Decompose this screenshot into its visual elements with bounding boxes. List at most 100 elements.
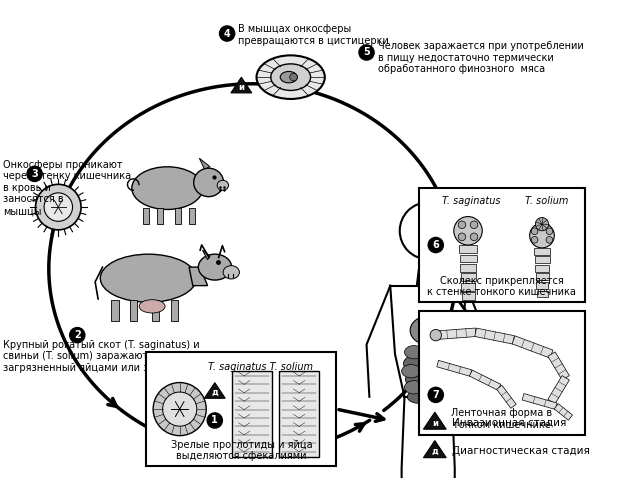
Polygon shape (202, 250, 210, 260)
Circle shape (530, 223, 554, 248)
Circle shape (207, 413, 222, 428)
Text: 7: 7 (432, 390, 439, 400)
Text: 2: 2 (74, 330, 80, 340)
FancyBboxPatch shape (143, 208, 149, 224)
Text: 4: 4 (224, 28, 230, 38)
Circle shape (27, 166, 42, 182)
FancyBboxPatch shape (170, 300, 178, 321)
Text: T. saginatus: T. saginatus (442, 196, 500, 206)
Text: Зрелые проглотиды и яйца
выделяются сфекалиями: Зрелые проглотиды и яйца выделяются сфек… (170, 439, 312, 461)
Ellipse shape (290, 73, 297, 81)
Ellipse shape (132, 167, 203, 210)
FancyBboxPatch shape (130, 300, 137, 321)
Ellipse shape (402, 364, 421, 378)
Text: 3: 3 (31, 169, 38, 179)
Polygon shape (437, 328, 476, 339)
Circle shape (430, 329, 441, 341)
Text: T. saginatus T. solium: T. saginatus T. solium (208, 362, 313, 372)
Ellipse shape (193, 168, 223, 197)
Circle shape (36, 184, 81, 230)
Circle shape (531, 237, 538, 243)
Ellipse shape (100, 254, 197, 302)
Polygon shape (497, 385, 516, 408)
Circle shape (531, 228, 538, 235)
Circle shape (470, 221, 478, 228)
Text: и: и (238, 83, 245, 92)
FancyBboxPatch shape (157, 208, 163, 224)
FancyBboxPatch shape (112, 300, 119, 321)
Ellipse shape (433, 364, 452, 378)
Text: 1: 1 (212, 415, 218, 426)
Polygon shape (424, 412, 446, 429)
Circle shape (44, 193, 72, 221)
FancyBboxPatch shape (461, 264, 475, 272)
Ellipse shape (404, 346, 424, 359)
Text: Человек заражается при употреблении
в пищу недостаточно термически
обработанного: Человек заражается при употреблении в пи… (378, 41, 583, 74)
Ellipse shape (430, 381, 449, 394)
Polygon shape (424, 440, 446, 458)
Text: T. solium: T. solium (525, 196, 568, 206)
Text: 5: 5 (363, 48, 370, 57)
FancyBboxPatch shape (459, 245, 477, 252)
Circle shape (454, 217, 482, 245)
FancyBboxPatch shape (536, 273, 548, 280)
Circle shape (458, 221, 466, 228)
Ellipse shape (404, 353, 444, 374)
Polygon shape (548, 352, 569, 380)
Polygon shape (512, 336, 553, 358)
Circle shape (546, 228, 553, 235)
Polygon shape (554, 404, 573, 420)
Text: и: и (432, 419, 438, 428)
Polygon shape (522, 394, 557, 409)
FancyBboxPatch shape (232, 371, 271, 457)
Ellipse shape (406, 372, 441, 389)
Polygon shape (189, 267, 208, 286)
Polygon shape (469, 370, 501, 390)
FancyBboxPatch shape (534, 248, 550, 254)
FancyBboxPatch shape (536, 282, 548, 289)
Circle shape (458, 233, 466, 241)
FancyBboxPatch shape (147, 352, 336, 466)
FancyBboxPatch shape (152, 300, 160, 321)
FancyBboxPatch shape (462, 293, 475, 300)
FancyBboxPatch shape (419, 311, 585, 435)
Circle shape (163, 392, 197, 426)
FancyBboxPatch shape (175, 208, 181, 224)
FancyBboxPatch shape (419, 188, 585, 302)
Circle shape (470, 233, 478, 241)
Polygon shape (548, 376, 569, 404)
Ellipse shape (139, 300, 165, 313)
Polygon shape (204, 382, 225, 398)
Text: Инвазионная стадия: Инвазионная стадия (452, 417, 566, 427)
Text: 6: 6 (432, 240, 439, 250)
Polygon shape (200, 158, 210, 169)
Circle shape (359, 45, 374, 60)
Circle shape (546, 237, 553, 243)
Circle shape (153, 382, 207, 436)
Ellipse shape (280, 72, 297, 83)
FancyBboxPatch shape (280, 371, 319, 457)
Text: Ленточная форма в
тонком кишечнике: Ленточная форма в тонком кишечнике (451, 409, 552, 430)
Ellipse shape (256, 55, 325, 99)
FancyBboxPatch shape (537, 291, 548, 297)
FancyBboxPatch shape (535, 265, 548, 272)
Circle shape (428, 238, 444, 252)
Ellipse shape (410, 316, 446, 345)
Ellipse shape (198, 254, 232, 280)
Text: д: д (212, 388, 218, 397)
Circle shape (535, 218, 548, 231)
Polygon shape (437, 360, 472, 376)
Ellipse shape (223, 266, 240, 279)
Text: Сколекс прикрепляется
к стенке тонкого кишечника: Сколекс прикрепляется к стенке тонкого к… (427, 275, 576, 297)
Circle shape (220, 26, 235, 41)
Polygon shape (475, 328, 514, 344)
Ellipse shape (271, 64, 311, 90)
Circle shape (70, 327, 85, 343)
Ellipse shape (407, 388, 439, 404)
Ellipse shape (404, 381, 424, 394)
Text: Диагностическая стадия: Диагностическая стадия (452, 446, 590, 456)
Circle shape (428, 387, 444, 403)
Text: Крупный рогатый скот (T. saginatus) и
свиньи (T. solium) заражаются употребляя в: Крупный рогатый скот (T. saginatus) и св… (3, 340, 295, 373)
Ellipse shape (217, 180, 228, 190)
Text: д: д (431, 447, 438, 456)
